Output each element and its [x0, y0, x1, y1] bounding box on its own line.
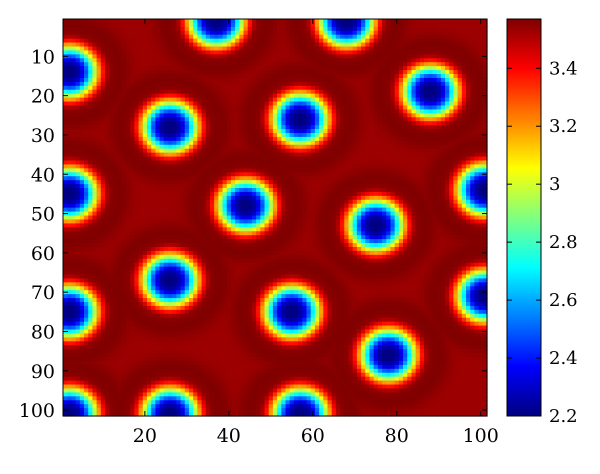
colorbar-axis: 2.2 2.4 2.6 2.8 3 3.2 3.4: [507, 58, 578, 427]
y-tick-label: 20: [31, 86, 55, 108]
y-axis: 10 20 30 40 50 60 70 80 90 100: [19, 46, 487, 422]
y-tick-label: 90: [31, 361, 55, 383]
colorbar-tick-label: 3.4: [549, 58, 578, 79]
x-tick-label: 40: [217, 425, 241, 447]
x-axis: 20 40 60 80 100: [133, 19, 499, 447]
x-tick-label: 100: [463, 425, 499, 447]
heatmap-plot-area: [63, 19, 488, 417]
colorbar-tick-label: 2.4: [549, 348, 578, 369]
y-tick-label: 70: [31, 282, 55, 304]
colorbar-tick-label: 3.2: [549, 116, 578, 137]
x-tick-label: 80: [385, 425, 409, 447]
x-tick-label: 60: [301, 425, 325, 447]
colorbar-tick-label: 3: [549, 174, 560, 195]
colorbar-tick-label: 2.2: [549, 406, 578, 427]
plot-frame: [62, 18, 488, 417]
colorbar-tick-label: 2.8: [549, 232, 578, 253]
y-tick-label: 100: [19, 400, 55, 422]
y-tick-label: 10: [31, 46, 55, 68]
y-tick-label: 60: [31, 243, 55, 265]
colorbar-tick-label: 2.6: [549, 290, 578, 311]
y-tick-label: 50: [31, 204, 55, 226]
colorbar: [506, 18, 542, 417]
y-tick-label: 40: [31, 164, 55, 186]
y-tick-label: 30: [31, 125, 55, 147]
y-tick-label: 80: [31, 321, 55, 343]
x-tick-label: 20: [133, 425, 157, 447]
